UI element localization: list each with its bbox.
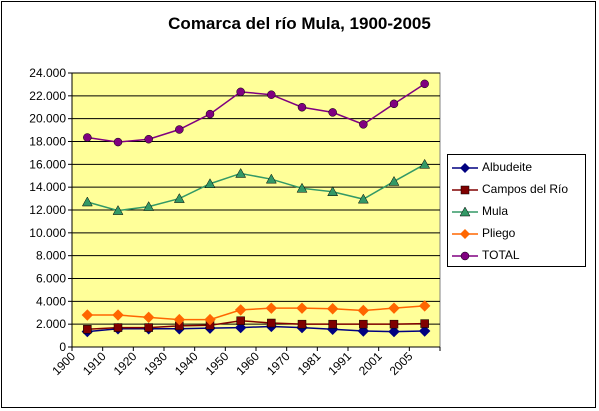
data-point-albudeite bbox=[234, 321, 247, 334]
data-point-total bbox=[267, 90, 276, 99]
y-tick-label: 20.000 bbox=[29, 112, 66, 126]
data-point-campos-del-r-o bbox=[236, 316, 245, 325]
legend-swatch-mula bbox=[452, 206, 478, 217]
data-point-campos-del-r-o bbox=[328, 319, 337, 329]
data-point-campos-del-r-o bbox=[389, 319, 399, 329]
data-point-pliego bbox=[81, 309, 94, 321]
data-point-total bbox=[359, 120, 368, 129]
data-point-pliego bbox=[265, 302, 278, 314]
series-line-campos-del-r-o bbox=[87, 319, 425, 331]
data-point-campos-del-r-o bbox=[113, 323, 123, 332]
x-tick-label: 1991 bbox=[325, 349, 354, 378]
data-point-total bbox=[175, 125, 184, 134]
series-line-total bbox=[87, 83, 426, 143]
data-point-total bbox=[297, 103, 307, 112]
x-tick-label: 1900 bbox=[49, 349, 78, 378]
y-tick-label: 6.000 bbox=[36, 272, 66, 286]
data-point-mula bbox=[143, 201, 155, 211]
y-tick-label: 2.000 bbox=[36, 317, 66, 331]
x-tick-label: 2005 bbox=[387, 349, 416, 378]
y-tick-label: 12.000 bbox=[29, 203, 66, 217]
data-point-pliego bbox=[418, 300, 431, 312]
data-point-mula bbox=[173, 193, 185, 203]
data-point-albudeite bbox=[388, 325, 400, 338]
data-point-mula bbox=[235, 167, 247, 178]
x-tick-label: 1950 bbox=[203, 349, 232, 378]
y-tick-label: 22.000 bbox=[29, 89, 66, 103]
data-point-albudeite bbox=[357, 325, 370, 337]
data-point-pliego bbox=[234, 304, 247, 316]
data-point-total bbox=[420, 79, 429, 89]
data-point-albudeite bbox=[418, 325, 431, 337]
data-point-mula bbox=[204, 178, 216, 188]
legend: Albudeite Campos del Río Mula Pliego TOTAL bbox=[447, 154, 586, 267]
data-point-total bbox=[113, 137, 123, 147]
legend-label-mula: Mula bbox=[482, 204, 509, 218]
legend-label-pliego: Pliego bbox=[482, 226, 516, 240]
x-tick-label: 1930 bbox=[141, 349, 170, 378]
data-point-mula bbox=[81, 196, 93, 207]
data-point-campos-del-r-o bbox=[359, 319, 368, 329]
y-tick-label: 14.000 bbox=[29, 180, 66, 194]
x-tick-label: 1920 bbox=[111, 349, 140, 378]
y-tick-label: 18.000 bbox=[29, 135, 66, 149]
data-point-total bbox=[144, 134, 153, 144]
data-point-pliego bbox=[173, 313, 186, 326]
legend-swatch-total bbox=[452, 251, 478, 261]
legend-label-campos-del-r-o: Campos del Río bbox=[482, 182, 569, 196]
data-point-mula bbox=[327, 186, 339, 196]
data-point-campos-del-r-o bbox=[267, 318, 276, 328]
data-point-total bbox=[389, 99, 399, 109]
x-tick-label: 2001 bbox=[356, 349, 385, 378]
data-point-total bbox=[83, 133, 92, 142]
data-point-total bbox=[236, 87, 245, 97]
data-point-mula bbox=[112, 205, 124, 215]
data-point-campos-del-r-o bbox=[144, 323, 153, 332]
legend-swatch-campos-del-r-o bbox=[452, 185, 478, 195]
data-point-pliego bbox=[296, 302, 308, 314]
data-point-campos-del-r-o bbox=[297, 319, 307, 329]
data-point-pliego bbox=[357, 304, 370, 317]
data-point-total bbox=[205, 109, 215, 119]
x-tick-label: 1960 bbox=[233, 349, 262, 378]
data-point-total bbox=[328, 108, 337, 117]
data-point-mula bbox=[388, 175, 400, 186]
data-point-mula bbox=[265, 173, 277, 184]
y-tick-label: 4.000 bbox=[36, 294, 66, 308]
y-tick-label: 0 bbox=[59, 340, 66, 354]
legend-label-total: TOTAL bbox=[482, 248, 520, 262]
data-point-pliego bbox=[112, 309, 124, 321]
chart-title: Comarca del río Mula, 1900-2005 bbox=[168, 14, 431, 33]
data-point-campos-del-r-o bbox=[420, 319, 429, 328]
data-point-pliego bbox=[388, 302, 400, 314]
x-tick-label: 1970 bbox=[264, 349, 293, 378]
data-point-pliego bbox=[326, 303, 339, 315]
data-point-mula bbox=[419, 158, 431, 169]
data-point-pliego bbox=[142, 311, 155, 324]
y-tick-label: 16.000 bbox=[29, 157, 66, 171]
legend-label-albudeite: Albudeite bbox=[482, 160, 533, 174]
data-point-mula bbox=[296, 182, 308, 193]
series-line-mula bbox=[87, 163, 426, 212]
y-tick-label: 24.000 bbox=[29, 66, 66, 80]
x-tick-label: 1981 bbox=[295, 349, 324, 378]
data-point-pliego bbox=[204, 313, 216, 326]
x-tick-label: 1910 bbox=[80, 349, 109, 378]
data-point-campos-del-r-o bbox=[83, 325, 92, 334]
legend-swatch-pliego bbox=[452, 229, 478, 239]
legend-swatch-albudeite bbox=[452, 163, 478, 173]
x-tick-label: 1940 bbox=[172, 349, 201, 378]
y-tick-label: 10.000 bbox=[29, 226, 66, 240]
data-point-mula bbox=[357, 193, 369, 204]
y-tick-label: 8.000 bbox=[36, 249, 66, 263]
